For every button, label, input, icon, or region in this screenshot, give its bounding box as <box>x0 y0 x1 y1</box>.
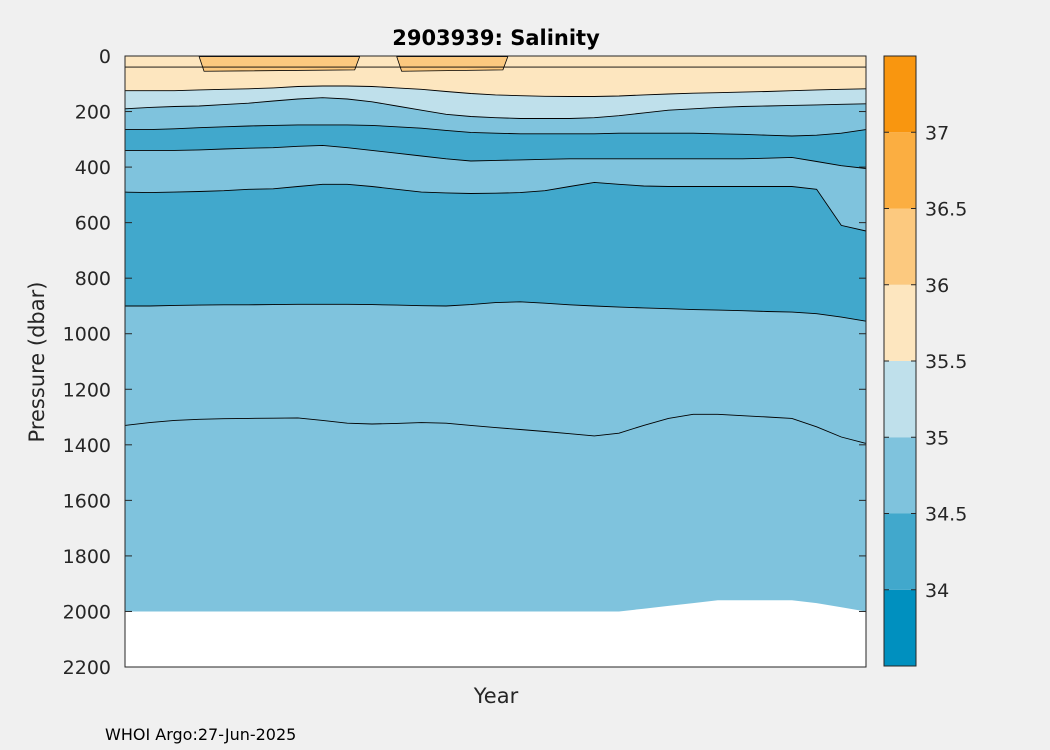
colorbar-segment-5 <box>884 208 916 285</box>
y-tick-label-1000: 1000 <box>63 324 111 346</box>
contour-line-6 <box>125 301 867 322</box>
colorbar-segment-1 <box>884 513 916 590</box>
surface-patch-36-b <box>396 56 509 72</box>
contour-line-2 <box>124 97 867 119</box>
salinity-band-35-35.5 <box>125 86 866 119</box>
colorbar-tick-label-37: 37 <box>925 122 949 144</box>
contour-line-1 <box>125 85 867 97</box>
colorbar-tick-label-34.5: 34.5 <box>925 504 967 526</box>
colorbar-segment-7 <box>884 56 916 133</box>
colorbar-tick-label-34: 34 <box>925 580 949 602</box>
salinity-band-34.5-35 <box>125 97 866 136</box>
y-tick-label-2200: 2200 <box>63 657 111 679</box>
y-tick-label-1600: 1600 <box>63 490 111 512</box>
surface-patch-36-a <box>198 56 361 72</box>
y-tick-label-200: 200 <box>75 102 111 124</box>
y-tick-label-2000: 2000 <box>63 601 111 623</box>
colorbar-tick-label-35.5: 35.5 <box>925 351 967 373</box>
colorbar-tick-label-35: 35 <box>925 427 949 449</box>
footer-credit: WHOI Argo:27-Jun-2025 <box>105 725 297 744</box>
chart-title: 2903939: Salinity <box>392 26 600 50</box>
y-tick-label-600: 600 <box>75 213 111 235</box>
contour-line-3 <box>125 124 867 137</box>
colorbar-segment-4 <box>884 284 916 361</box>
colorbar-segment-2 <box>884 437 916 514</box>
salinity-band-34.5-35-c <box>125 145 866 231</box>
y-tick-label-1800: 1800 <box>63 546 111 568</box>
y-tick-label-1400: 1400 <box>63 435 111 457</box>
colorbar-tick-label-36: 36 <box>925 275 949 297</box>
y-tick-label-800: 800 <box>75 268 111 290</box>
contour-line-5 <box>124 181 867 232</box>
y-tick-label-0: 0 <box>99 46 111 68</box>
axes-frame <box>124 55 867 668</box>
x-axis-label: Year <box>473 684 519 708</box>
y-tick-label-1200: 1200 <box>63 379 111 401</box>
colorbar-segment-3 <box>884 361 916 438</box>
salinity-band-34.5-35-b <box>125 124 866 169</box>
contour-line-4 <box>125 144 867 169</box>
salinity-band-34.5-35-deep <box>125 301 866 612</box>
y-tick-label-400: 400 <box>75 157 111 179</box>
y-axis-label: Pressure (dbar) <box>25 281 49 443</box>
colorbar-segment-0 <box>884 589 916 666</box>
contour-line-7 <box>124 413 867 444</box>
colorbar-segment-6 <box>884 132 916 209</box>
salinity-band-34-34.5 <box>125 182 866 322</box>
colorbar-tick-label-36.5: 36.5 <box>925 199 967 221</box>
